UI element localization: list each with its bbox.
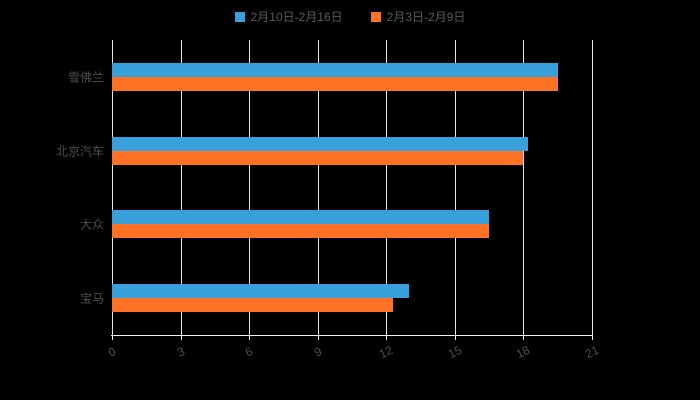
bar-宝马-series-0[interactable]: [112, 284, 410, 299]
gridline: [386, 40, 388, 335]
gridline: [180, 40, 182, 335]
bar-大众-series-0[interactable]: [112, 210, 490, 225]
x-tick-label: 0: [106, 344, 118, 360]
gridline: [592, 40, 593, 335]
bar-雪佛兰-series-1[interactable]: [112, 76, 558, 91]
x-tick-label: 12: [377, 342, 396, 362]
x-tick-label: 15: [445, 342, 464, 362]
y-category-label: 北京汽车: [55, 144, 104, 159]
legend-label: 2月3日-2月9日: [386, 10, 466, 24]
legend-swatch: [370, 11, 381, 22]
x-tick-label: 6: [243, 344, 256, 360]
x-tick-label: 21: [582, 342, 602, 362]
plot-area: [111, 40, 593, 340]
bar-北京汽车-series-0[interactable]: [112, 136, 528, 151]
bar-雪佛兰-series-0[interactable]: [112, 62, 558, 77]
x-tick-label: 3: [174, 344, 187, 360]
y-category-label: 雪佛兰: [67, 70, 104, 85]
tick-mark: [317, 335, 319, 340]
legend-swatch: [234, 11, 245, 22]
y-category-label: 宝马: [79, 291, 104, 306]
x-tick-label: 9: [311, 344, 324, 360]
gridline: [523, 40, 525, 335]
tick-mark: [180, 335, 182, 340]
bar-大众-series-1[interactable]: [112, 224, 490, 239]
bar-北京汽车-series-1[interactable]: [112, 150, 524, 165]
legend-item-1[interactable]: 2月3日-2月9日: [370, 8, 466, 25]
y-category-label: 大众: [79, 217, 104, 232]
gridline: [112, 40, 113, 335]
tick-mark: [523, 335, 525, 340]
legend: 2月10日-2月16日 2月3日-2月9日: [0, 8, 700, 25]
x-tick-label: 18: [514, 342, 533, 362]
tick-mark: [386, 335, 388, 340]
tick-mark: [454, 335, 456, 340]
legend-label: 2月10日-2月16日: [250, 10, 343, 24]
bar-宝马-series-1[interactable]: [112, 298, 394, 313]
gridline: [454, 40, 456, 335]
tick-mark: [249, 335, 251, 340]
x-axis-line: [111, 335, 593, 336]
gridline: [317, 40, 319, 335]
legend-item-0[interactable]: 2月10日-2月16日: [234, 8, 343, 25]
tick-mark: [592, 335, 593, 340]
tick-mark: [112, 335, 113, 340]
gridline: [249, 40, 251, 335]
